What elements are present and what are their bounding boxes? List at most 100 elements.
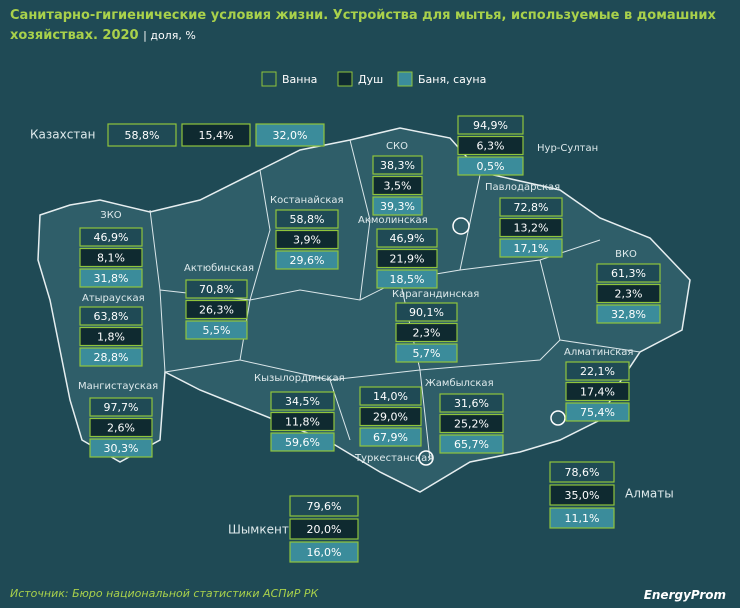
region-label: Алматинская: [564, 347, 633, 358]
value-label: 58,8%: [125, 129, 160, 142]
value-box: [79, 306, 143, 326]
value-box: [372, 196, 423, 216]
value-label: 59,6%: [285, 436, 320, 449]
value-box: [376, 228, 438, 248]
value-label: 5,5%: [203, 324, 231, 337]
value-box: [289, 541, 359, 563]
region-label: Павлодарская: [485, 182, 560, 193]
value-box: [565, 402, 630, 422]
region-borders: [149, 139, 641, 461]
legend-label: Душ: [358, 73, 383, 86]
legend-swatch: [261, 71, 277, 87]
source: Источник: Бюро национальной статистики А…: [10, 587, 319, 600]
legend-label: Ванна: [282, 73, 317, 86]
value-label: 32,8%: [611, 308, 646, 321]
title: Санитарно-гигиенические условия жизни. У…: [10, 6, 730, 46]
value-label: 39,3%: [380, 200, 415, 213]
value-label: 75,4%: [580, 406, 615, 419]
value-box: [439, 413, 504, 434]
value-label: 16,0%: [307, 546, 342, 559]
value-box: [79, 326, 143, 347]
region-label: Жамбылская: [425, 378, 494, 389]
region-label: Шымкент: [228, 523, 289, 537]
value-box: [395, 322, 458, 343]
value-label: 18,5%: [390, 273, 425, 286]
region-label: Алматы: [625, 487, 674, 501]
region-label: ЗКО: [100, 210, 122, 221]
value-label: 14,0%: [373, 390, 408, 403]
value-box: [457, 156, 524, 176]
value-label: 65,7%: [454, 438, 489, 451]
value-label: 2,3%: [615, 288, 643, 301]
value-label: 32,0%: [273, 129, 308, 142]
value-label: 34,5%: [285, 395, 320, 408]
value-box: [372, 175, 423, 196]
value-label: 31,6%: [454, 397, 489, 410]
region-label: ВКО: [615, 249, 637, 260]
value-box: [79, 347, 143, 367]
value-box: [79, 268, 143, 288]
value-label: 11,1%: [565, 512, 600, 525]
value-label: 15,4%: [199, 129, 234, 142]
value-label: 20,0%: [307, 523, 342, 536]
legend-swatch: [397, 71, 413, 87]
value-box: [185, 279, 248, 299]
value-label: 26,3%: [199, 304, 234, 317]
value-label: 46,9%: [94, 231, 129, 244]
logo: EnergyProm: [643, 588, 726, 602]
value-box: [596, 304, 661, 324]
value-box: [549, 507, 615, 529]
value-box: [275, 209, 339, 229]
value-label: 17,1%: [514, 242, 549, 255]
value-label: 2,3%: [413, 327, 441, 340]
value-label: 17,4%: [580, 386, 615, 399]
value-box: [275, 229, 339, 250]
value-box: [376, 269, 438, 289]
region-label: СКО: [386, 141, 408, 152]
value-box: [79, 247, 143, 268]
value-label: 46,9%: [390, 232, 425, 245]
value-box: [457, 115, 524, 135]
value-box: [439, 393, 504, 413]
value-label: 21,9%: [390, 253, 425, 266]
value-box: [549, 484, 615, 506]
value-label: 11,8%: [285, 416, 320, 429]
value-label: 3,5%: [384, 180, 412, 193]
value-label: 1,8%: [97, 331, 125, 344]
value-box: [289, 518, 359, 540]
value-box: [79, 227, 143, 247]
region-label: Атырауская: [82, 293, 145, 304]
value-label: 97,7%: [104, 401, 139, 414]
value-box: [107, 123, 177, 147]
value-box: [372, 155, 423, 175]
value-box: [395, 343, 458, 363]
value-box: [89, 417, 153, 438]
value-label: 70,8%: [199, 283, 234, 296]
city-marker: [550, 410, 566, 426]
value-label: 78,6%: [565, 466, 600, 479]
value-box: [359, 406, 422, 427]
value-label: 35,0%: [565, 489, 600, 502]
value-box: [289, 495, 359, 517]
value-box: [275, 250, 339, 270]
value-label: 67,9%: [373, 431, 408, 444]
region-label: Актюбинская: [184, 263, 254, 274]
value-box: [499, 197, 563, 217]
value-label: 79,6%: [307, 500, 342, 513]
city-marker: [452, 217, 470, 235]
value-box: [359, 386, 422, 406]
value-box: [255, 123, 325, 147]
value-label: 2,6%: [107, 422, 135, 435]
value-label: 90,1%: [409, 306, 444, 319]
value-label: 8,1%: [97, 252, 125, 265]
region-label: Кызылординская: [254, 373, 345, 384]
value-box: [395, 302, 458, 322]
value-box: [185, 320, 248, 340]
region-label: Карагандинская: [392, 289, 479, 300]
value-label: 22,1%: [580, 365, 615, 378]
value-label: 6,3%: [477, 140, 505, 153]
value-label: 30,3%: [104, 442, 139, 455]
value-box: [270, 391, 335, 411]
value-label: 29,0%: [373, 411, 408, 424]
value-box: [270, 411, 335, 432]
